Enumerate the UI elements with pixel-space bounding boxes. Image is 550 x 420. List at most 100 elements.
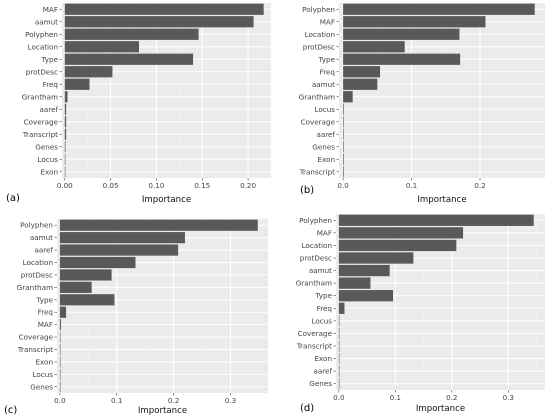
x-tick-label: 0.1 bbox=[406, 181, 417, 190]
y-tick-label: protDesc bbox=[300, 254, 332, 263]
bar-type bbox=[59, 294, 115, 306]
x-tick-label: 0.3 bbox=[503, 393, 514, 402]
bar-aamut bbox=[59, 232, 185, 244]
y-tick-label: Grantham bbox=[296, 279, 332, 288]
bar-locus bbox=[338, 315, 340, 327]
bar-maf bbox=[59, 319, 61, 331]
bar-locus bbox=[343, 103, 344, 115]
bar-coverage bbox=[338, 327, 340, 340]
x-tick-label: 0.0 bbox=[333, 393, 345, 402]
y-tick-label: Polyphen bbox=[302, 5, 335, 14]
y-tick-label: Type bbox=[35, 295, 53, 304]
panel-label: (a) bbox=[6, 193, 20, 204]
y-tick-label: Location bbox=[302, 241, 332, 250]
panel-label: (b) bbox=[300, 185, 314, 196]
bar-locus bbox=[59, 368, 61, 380]
x-tick-label: 0.15 bbox=[194, 181, 210, 190]
bar-grantham bbox=[338, 277, 371, 289]
bar-protdesc bbox=[59, 269, 112, 281]
y-tick-label: protDesc bbox=[303, 42, 335, 51]
bar-freq bbox=[59, 306, 67, 318]
y-tick-label: protDesc bbox=[21, 270, 53, 279]
x-tick-label: 0.1 bbox=[390, 393, 401, 402]
y-tick-label: Polyphen bbox=[299, 216, 332, 225]
bar-aaref bbox=[64, 103, 67, 115]
x-tick-label: 0.20 bbox=[240, 181, 256, 190]
x-axis-title: Importance bbox=[142, 195, 191, 205]
x-tick-label: 0.2 bbox=[168, 396, 179, 405]
y-tick-label: MAF bbox=[317, 228, 332, 237]
bar-location bbox=[338, 239, 457, 252]
y-tick-label: Exon bbox=[35, 357, 53, 366]
y-tick-label: Freq bbox=[38, 308, 53, 317]
y-tick-label: Type bbox=[40, 55, 58, 64]
panel-label: (d) bbox=[300, 403, 314, 414]
y-tick-label: aamut bbox=[309, 266, 332, 275]
y-tick-label: Exon bbox=[317, 155, 335, 164]
bar-protdesc bbox=[343, 41, 405, 53]
y-tick-label: aamut bbox=[35, 17, 58, 26]
y-tick-label: Polyphen bbox=[20, 221, 53, 230]
y-tick-label: Grantham bbox=[299, 92, 335, 101]
y-tick-label: Coverage bbox=[19, 333, 54, 342]
bar-transcript bbox=[64, 128, 67, 140]
bar-location bbox=[343, 28, 460, 40]
y-tick-label: aaref bbox=[39, 105, 58, 114]
x-tick-label: 0.05 bbox=[103, 181, 119, 190]
bar-exon bbox=[64, 166, 66, 178]
bar-transcript bbox=[343, 166, 344, 178]
y-tick-label: Locus bbox=[311, 316, 332, 325]
bar-polyphen bbox=[338, 214, 534, 226]
bar-maf bbox=[64, 3, 264, 15]
y-tick-label: Location bbox=[305, 30, 335, 39]
bar-aaref bbox=[338, 365, 340, 377]
bar-transcript bbox=[338, 340, 340, 352]
y-tick-label: aamut bbox=[30, 233, 53, 242]
y-tick-label: Locus bbox=[314, 105, 335, 114]
bar-protdesc bbox=[64, 66, 113, 78]
bar-coverage bbox=[59, 331, 61, 343]
y-tick-label: Locus bbox=[32, 370, 53, 379]
y-tick-label: Transcript bbox=[296, 342, 332, 351]
bar-protdesc bbox=[338, 252, 414, 264]
bar-freq bbox=[343, 66, 381, 78]
y-tick-label: Transcript bbox=[299, 167, 335, 176]
y-tick-label: Locus bbox=[37, 155, 58, 164]
y-tick-label: Location bbox=[28, 42, 58, 51]
bar-grantham bbox=[343, 91, 353, 103]
bar-polyphen bbox=[59, 219, 258, 231]
bar-freq bbox=[338, 302, 345, 314]
y-tick-label: Type bbox=[314, 291, 332, 300]
y-tick-label: aaref bbox=[313, 367, 332, 376]
x-tick-label: 0.0 bbox=[337, 181, 349, 190]
y-tick-label: Coverage bbox=[301, 117, 336, 126]
bar-aamut bbox=[64, 16, 254, 28]
bar-locus bbox=[64, 153, 66, 165]
x-axis-title: Importance bbox=[416, 404, 465, 414]
chart-panel-c: 0.0 0.1 0.2 0.3 Polyphen aamut aaref Location pr… bbox=[4, 219, 268, 416]
y-tick-label: Coverage bbox=[24, 117, 59, 126]
y-tick-label: Grantham bbox=[17, 283, 53, 292]
y-tick-label: Genes bbox=[309, 379, 332, 388]
bar-exon bbox=[338, 352, 340, 365]
y-tick-label: Polyphen bbox=[25, 30, 58, 39]
y-tick-label: Transcript bbox=[22, 130, 58, 139]
y-tick-label: Location bbox=[23, 258, 53, 267]
y-tick-label: Grantham bbox=[22, 92, 58, 101]
y-tick-label: Type bbox=[317, 55, 335, 64]
chart-panel-b: 0.0 0.1 0.2 Polyphen MAF Location protDesc Type… bbox=[299, 3, 545, 205]
bar-aaref bbox=[343, 128, 344, 140]
bar-location bbox=[64, 41, 139, 53]
bar-polyphen bbox=[64, 28, 199, 40]
y-tick-label: Freq bbox=[317, 304, 332, 313]
bar-transcript bbox=[59, 343, 61, 356]
x-axis-title: Importance bbox=[138, 406, 187, 416]
y-tick-label: Exon bbox=[314, 354, 332, 363]
y-tick-label: aaref bbox=[316, 130, 335, 139]
x-tick-label: 0.10 bbox=[148, 181, 164, 190]
y-tick-label: Coverage bbox=[298, 329, 333, 338]
y-tick-label: aamut bbox=[312, 80, 335, 89]
x-tick-label: 0.3 bbox=[225, 396, 236, 405]
y-tick-label: aaref bbox=[34, 246, 53, 255]
